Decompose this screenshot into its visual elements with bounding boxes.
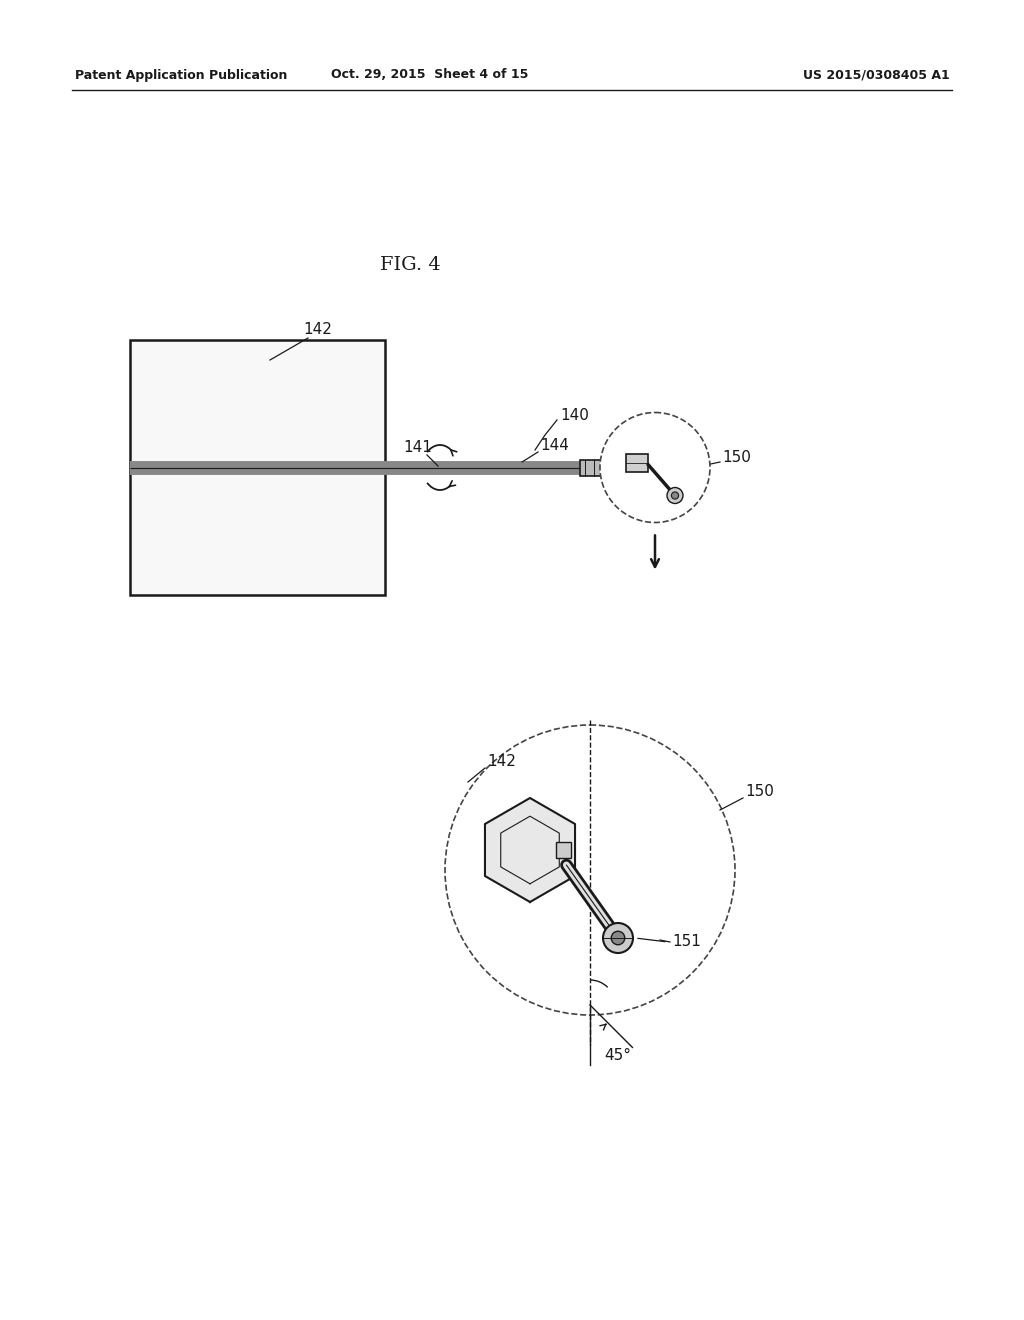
Text: Oct. 29, 2015  Sheet 4 of 15: Oct. 29, 2015 Sheet 4 of 15 (332, 69, 528, 82)
Text: 142: 142 (487, 755, 516, 770)
Text: US 2015/0308405 A1: US 2015/0308405 A1 (803, 69, 950, 82)
Bar (580, 459, 602, 475)
Polygon shape (485, 799, 575, 902)
Text: 150: 150 (745, 784, 774, 800)
Text: 45°: 45° (604, 1048, 632, 1063)
Circle shape (611, 931, 625, 945)
Text: 140: 140 (560, 408, 589, 422)
Text: 151: 151 (672, 935, 700, 949)
Circle shape (600, 412, 710, 523)
Circle shape (603, 923, 633, 953)
Text: 141: 141 (403, 441, 432, 455)
Text: 142: 142 (303, 322, 333, 338)
Text: Patent Application Publication: Patent Application Publication (75, 69, 288, 82)
Circle shape (672, 492, 679, 499)
Bar (626, 454, 648, 471)
Circle shape (667, 487, 683, 503)
Text: 150: 150 (722, 450, 751, 466)
Text: 144: 144 (540, 437, 569, 453)
Bar (130, 341, 385, 595)
Text: FIG. 4: FIG. 4 (380, 256, 440, 275)
Bar (556, 842, 571, 858)
Circle shape (445, 725, 735, 1015)
